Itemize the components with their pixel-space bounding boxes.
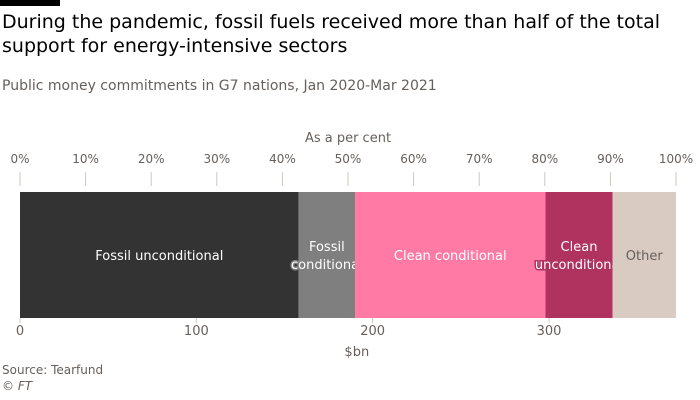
brand-bar	[0, 0, 60, 6]
bar-segment-0	[20, 192, 299, 318]
bottom-axis-tick-label: 200	[360, 324, 385, 339]
bottom-axis-label: $bn	[344, 345, 369, 360]
bar-segment-2	[355, 192, 546, 318]
bar-segment-3	[545, 192, 613, 318]
bar-segment-4	[612, 192, 676, 318]
bottom-axis-tick-label: 100	[184, 324, 209, 339]
chart-title: During the pandemic, fossil fuels receiv…	[2, 11, 660, 57]
bar-segment-1	[298, 192, 356, 318]
bar-segment-label: Other	[626, 249, 664, 264]
top-axis-tick-label: 70%	[466, 152, 493, 166]
top-axis-tick-label: 30%	[203, 152, 230, 166]
bar-segment-label: Clean conditional	[394, 249, 507, 264]
bar-segment-label: Fossil	[309, 240, 345, 255]
top-axis-tick-label: 10%	[72, 152, 99, 166]
top-axis-tick-label: 90%	[597, 152, 624, 166]
top-axis-tick-label: 60%	[400, 152, 427, 166]
chart-svg: As a per cent 0% 10% 20% 30% 40% 50% 60% 70% 80% 9…	[10, 131, 693, 360]
top-axis-label: As a per cent	[305, 131, 391, 146]
bottom-axis-tick-label: 0	[16, 324, 24, 339]
top-axis-tick-label: 20%	[138, 152, 165, 166]
top-axis-tick-label: 100%	[659, 152, 693, 166]
top-axis-tick-label: 50%	[335, 152, 362, 166]
bar-segment-label: unconditional	[535, 258, 623, 273]
bottom-axis-tick-label: 300	[537, 324, 562, 339]
copyright-credit: © FT	[2, 379, 33, 393]
top-axis-tick-label: 80%	[531, 152, 558, 166]
stacked-bar-chart: As a per cent 0% 10% 20% 30% 40% 50% 60% 70% 80% 9…	[0, 120, 700, 365]
source-note: Source: Tearfund	[2, 363, 104, 377]
bar-segment-label: Fossil unconditional	[95, 249, 223, 264]
top-axis-tick-label: 40%	[269, 152, 296, 166]
top-axis-tick-label: 0%	[10, 152, 29, 166]
bar-segment-label: conditional	[291, 258, 363, 273]
bar-segment-label: Clean	[561, 240, 598, 255]
chart-subtitle: Public money commitments in G7 nations, …	[2, 78, 437, 94]
